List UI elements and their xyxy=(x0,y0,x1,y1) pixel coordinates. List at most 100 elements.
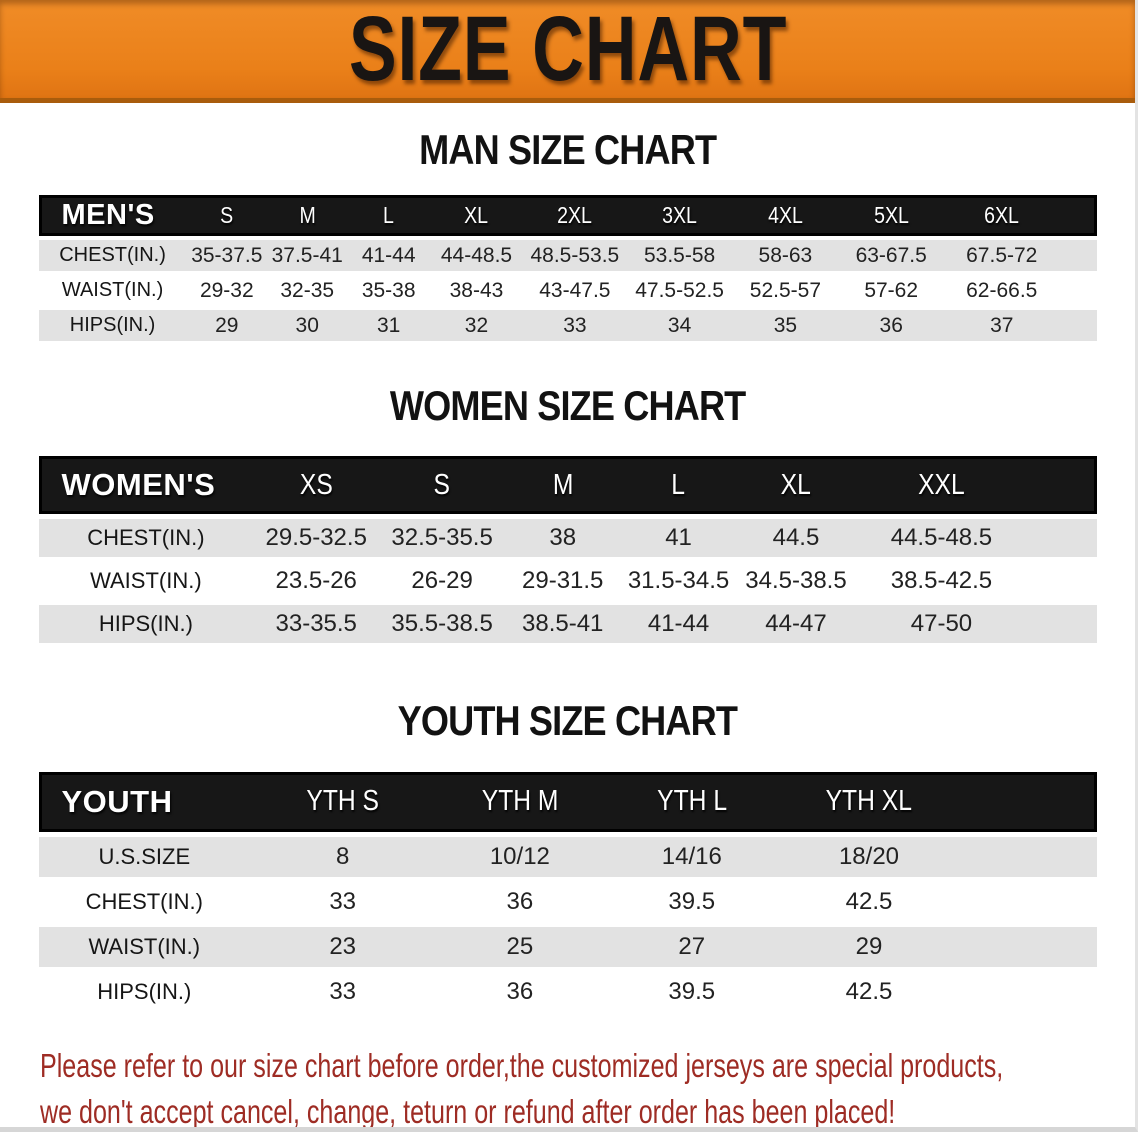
table-group-label: MEN'S xyxy=(38,195,187,237)
size-value-cell: 44.5-48.5 xyxy=(855,519,1028,558)
size-value-cell: 47-50 xyxy=(855,605,1028,644)
row-label: CHEST(IN.) xyxy=(38,240,187,272)
row-label: CHEST(IN.) xyxy=(38,881,251,922)
size-value-cell: 29 xyxy=(186,310,268,342)
size-value-cell: 32-35 xyxy=(267,275,348,307)
size-value-cell: 38 xyxy=(505,519,621,558)
header-spacer xyxy=(1027,456,1097,515)
size-value-cell: 33 xyxy=(523,310,627,342)
size-value-cell: 38-43 xyxy=(429,275,524,307)
size-value-cell: 29 xyxy=(779,926,959,967)
size-value-cell: 38.5-42.5 xyxy=(855,562,1028,601)
column-header: L xyxy=(347,195,430,237)
column-header: M xyxy=(505,456,621,515)
row-label: CHEST(IN.) xyxy=(38,519,254,558)
table-row: WAIST(IN.) 23 25 27 29 xyxy=(38,926,1097,967)
youth-table-header: YOUTH YTH S YTH M YTH L YTH XL xyxy=(38,771,1097,832)
size-value-cell: 36 xyxy=(435,881,605,922)
column-header: S xyxy=(379,456,506,515)
youth-size-table: YOUTH YTH S YTH M YTH L YTH XL U.S.SIZE 8 10/1… xyxy=(38,767,1097,1017)
column-header: XL xyxy=(429,195,524,237)
header-row: YOUTH YTH S YTH M YTH L YTH XL xyxy=(38,771,1097,832)
size-value-cell: 14/16 xyxy=(604,836,780,877)
row-spacer xyxy=(1059,275,1097,307)
table-row: WAIST(IN.) 29-32 32-35 35-38 38-43 43-47.5 47.… xyxy=(38,275,1097,307)
table-row: CHEST(IN.) 33 36 39.5 42.5 xyxy=(38,881,1097,922)
column-header: YTH S xyxy=(250,771,436,832)
size-value-cell: 67.5-72 xyxy=(944,240,1060,272)
row-spacer xyxy=(958,836,1097,877)
disclaimer-line-1: Please refer to our size chart before or… xyxy=(40,1046,1004,1084)
column-header: XXL xyxy=(855,456,1028,515)
row-spacer xyxy=(958,881,1097,922)
men-table-body: CHEST(IN.) 35-37.5 37.5-41 41-44 44-48.5 48.5… xyxy=(38,240,1097,342)
column-header: 3XL xyxy=(626,195,733,237)
column-header: M xyxy=(267,195,348,237)
row-spacer xyxy=(1059,310,1097,342)
size-value-cell: 10/12 xyxy=(435,836,605,877)
row-label: HIPS(IN.) xyxy=(38,971,251,1012)
size-value-cell: 39.5 xyxy=(604,881,780,922)
column-header: YTH L xyxy=(604,771,780,832)
row-label: U.S.SIZE xyxy=(38,836,251,877)
row-label: WAIST(IN.) xyxy=(38,275,187,307)
size-value-cell: 30 xyxy=(267,310,348,342)
size-value-cell: 32 xyxy=(429,310,524,342)
size-value-cell: 35-38 xyxy=(347,275,430,307)
banner-title: SIZE CHART xyxy=(348,0,787,100)
column-header: XS xyxy=(253,456,380,515)
table-row: HIPS(IN.) 33 36 39.5 42.5 xyxy=(38,971,1097,1012)
size-value-cell: 33-35.5 xyxy=(253,605,380,644)
size-value-cell: 41 xyxy=(620,519,737,558)
women-table-header: WOMEN'S XS S M L XL XXL xyxy=(38,456,1097,515)
column-header: L xyxy=(620,456,737,515)
size-value-cell: 37.5-41 xyxy=(267,240,348,272)
size-value-cell: 35 xyxy=(732,310,839,342)
men-table-header: MEN'S S M L XL 2XL 3XL 4XL 5XL 6XL xyxy=(38,195,1097,237)
size-value-cell: 33 xyxy=(250,971,436,1012)
size-value-cell: 39.5 xyxy=(604,971,780,1012)
size-value-cell: 42.5 xyxy=(779,971,959,1012)
size-value-cell: 34 xyxy=(626,310,733,342)
size-value-cell: 31 xyxy=(347,310,430,342)
disclaimer-line-2: we don't accept cancel, change, teturn o… xyxy=(40,1093,896,1131)
size-value-cell: 58-63 xyxy=(732,240,839,272)
column-header: YTH M xyxy=(435,771,605,832)
disclaimer: Please refer to our size chart before or… xyxy=(40,1043,1135,1131)
row-spacer xyxy=(1027,562,1097,601)
size-value-cell: 35.5-38.5 xyxy=(379,605,506,644)
man-section-heading: MAN SIZE CHART xyxy=(0,126,1135,173)
header-spacer xyxy=(1059,195,1097,237)
size-value-cell: 44-47 xyxy=(736,605,856,644)
row-spacer xyxy=(1027,605,1097,644)
size-value-cell: 52.5-57 xyxy=(732,275,839,307)
size-value-cell: 62-66.5 xyxy=(944,275,1060,307)
women-section-heading: WOMEN SIZE CHART xyxy=(0,382,1135,430)
size-value-cell: 33 xyxy=(250,881,436,922)
size-value-cell: 18/20 xyxy=(779,836,959,877)
size-value-cell: 57-62 xyxy=(838,275,945,307)
size-value-cell: 8 xyxy=(250,836,436,877)
row-spacer xyxy=(958,926,1097,967)
size-value-cell: 41-44 xyxy=(347,240,430,272)
table-group-label: WOMEN'S xyxy=(38,456,254,515)
size-value-cell: 43-47.5 xyxy=(523,275,627,307)
column-header: XL xyxy=(736,456,856,515)
header-row: WOMEN'S XS S M L XL XXL xyxy=(38,456,1097,515)
size-value-cell: 47.5-52.5 xyxy=(626,275,733,307)
row-label: HIPS(IN.) xyxy=(38,310,187,342)
row-spacer xyxy=(1027,519,1097,558)
size-value-cell: 29-32 xyxy=(186,275,268,307)
man-section-heading-text: MAN SIZE CHART xyxy=(419,126,717,173)
row-label: WAIST(IN.) xyxy=(38,562,254,601)
youth-section-heading: YOUTH SIZE CHART xyxy=(0,698,1135,744)
table-row: U.S.SIZE 8 10/12 14/16 18/20 xyxy=(38,836,1097,877)
row-spacer xyxy=(1059,240,1097,272)
column-header: 4XL xyxy=(732,195,839,237)
size-value-cell: 29-31.5 xyxy=(505,562,621,601)
women-section-heading-text: WOMEN SIZE CHART xyxy=(389,382,746,430)
column-header: 5XL xyxy=(838,195,945,237)
column-header: S xyxy=(186,195,268,237)
column-header: 6XL xyxy=(944,195,1060,237)
table-row: WAIST(IN.) 23.5-26 26-29 29-31.5 31.5-34.5 34… xyxy=(38,562,1097,601)
